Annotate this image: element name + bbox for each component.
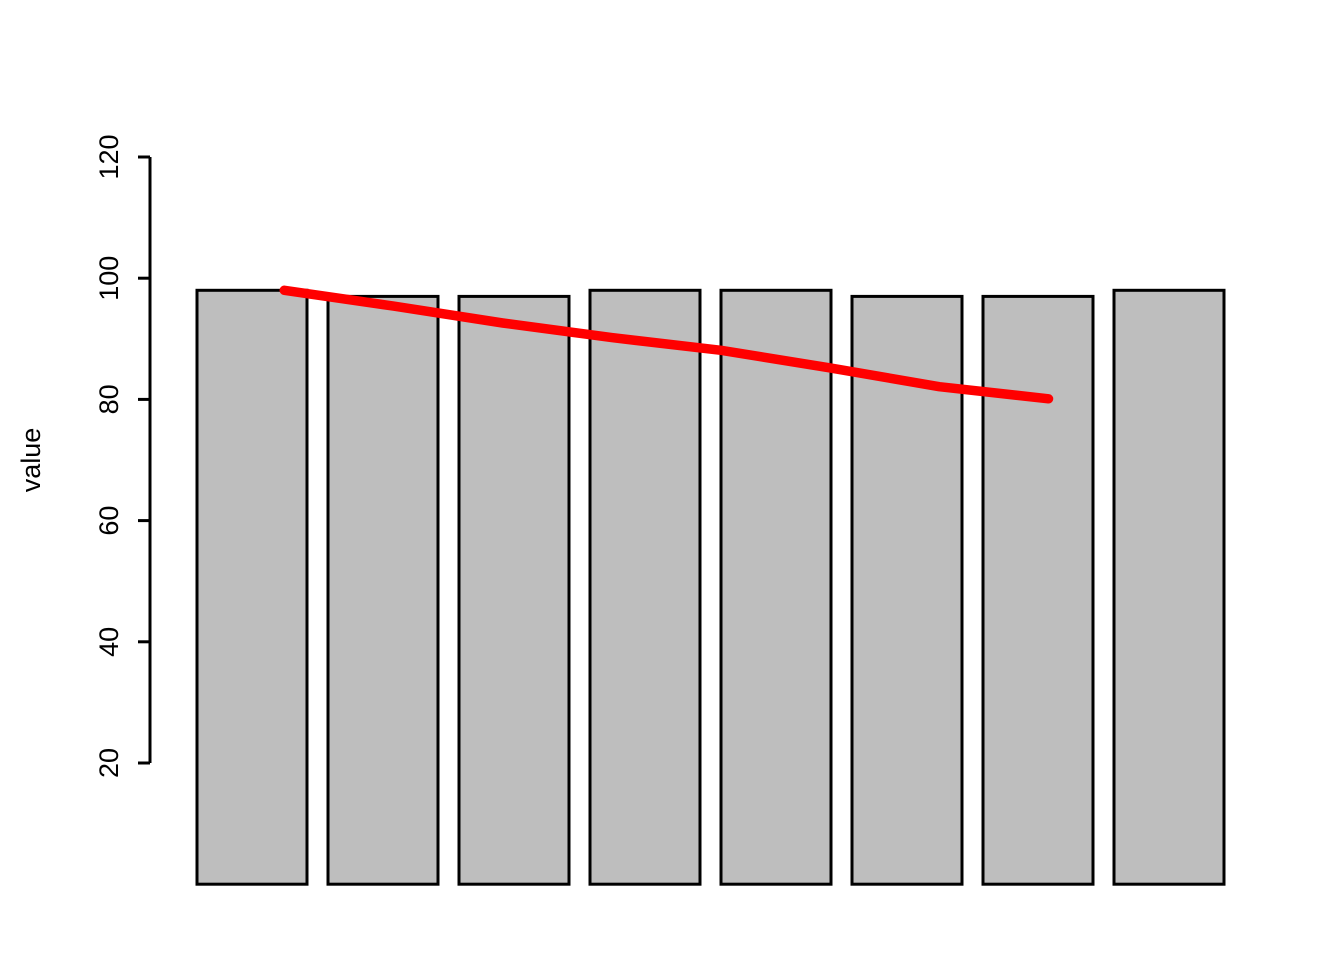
y-tick-label: 40 bbox=[94, 627, 124, 657]
bar bbox=[719, 288, 833, 886]
bar bbox=[588, 288, 702, 886]
y-tick-label: 100 bbox=[94, 256, 124, 301]
bar bbox=[981, 294, 1095, 886]
y-tick-label: 120 bbox=[94, 134, 124, 179]
y-axis-label: value bbox=[16, 428, 46, 493]
y-tick-label: 80 bbox=[94, 384, 124, 414]
bar bbox=[326, 294, 440, 886]
smooth-trend-line bbox=[279, 285, 1054, 404]
y-tick-label: 20 bbox=[94, 748, 124, 778]
y-tick-label: 60 bbox=[94, 506, 124, 536]
bar bbox=[195, 288, 309, 886]
bar bbox=[850, 294, 964, 886]
bar bbox=[457, 294, 571, 886]
bar bbox=[1112, 288, 1226, 886]
